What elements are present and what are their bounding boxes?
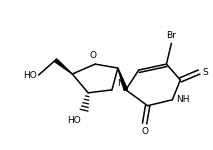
Text: HO: HO [23,70,37,80]
Polygon shape [118,68,127,90]
Text: N: N [117,79,124,88]
Text: NH: NH [176,95,190,104]
Text: Br: Br [166,31,176,40]
Text: S: S [202,68,208,76]
Text: O: O [90,51,97,60]
Text: HO: HO [68,116,81,125]
Polygon shape [54,59,72,74]
Text: O: O [141,126,148,135]
